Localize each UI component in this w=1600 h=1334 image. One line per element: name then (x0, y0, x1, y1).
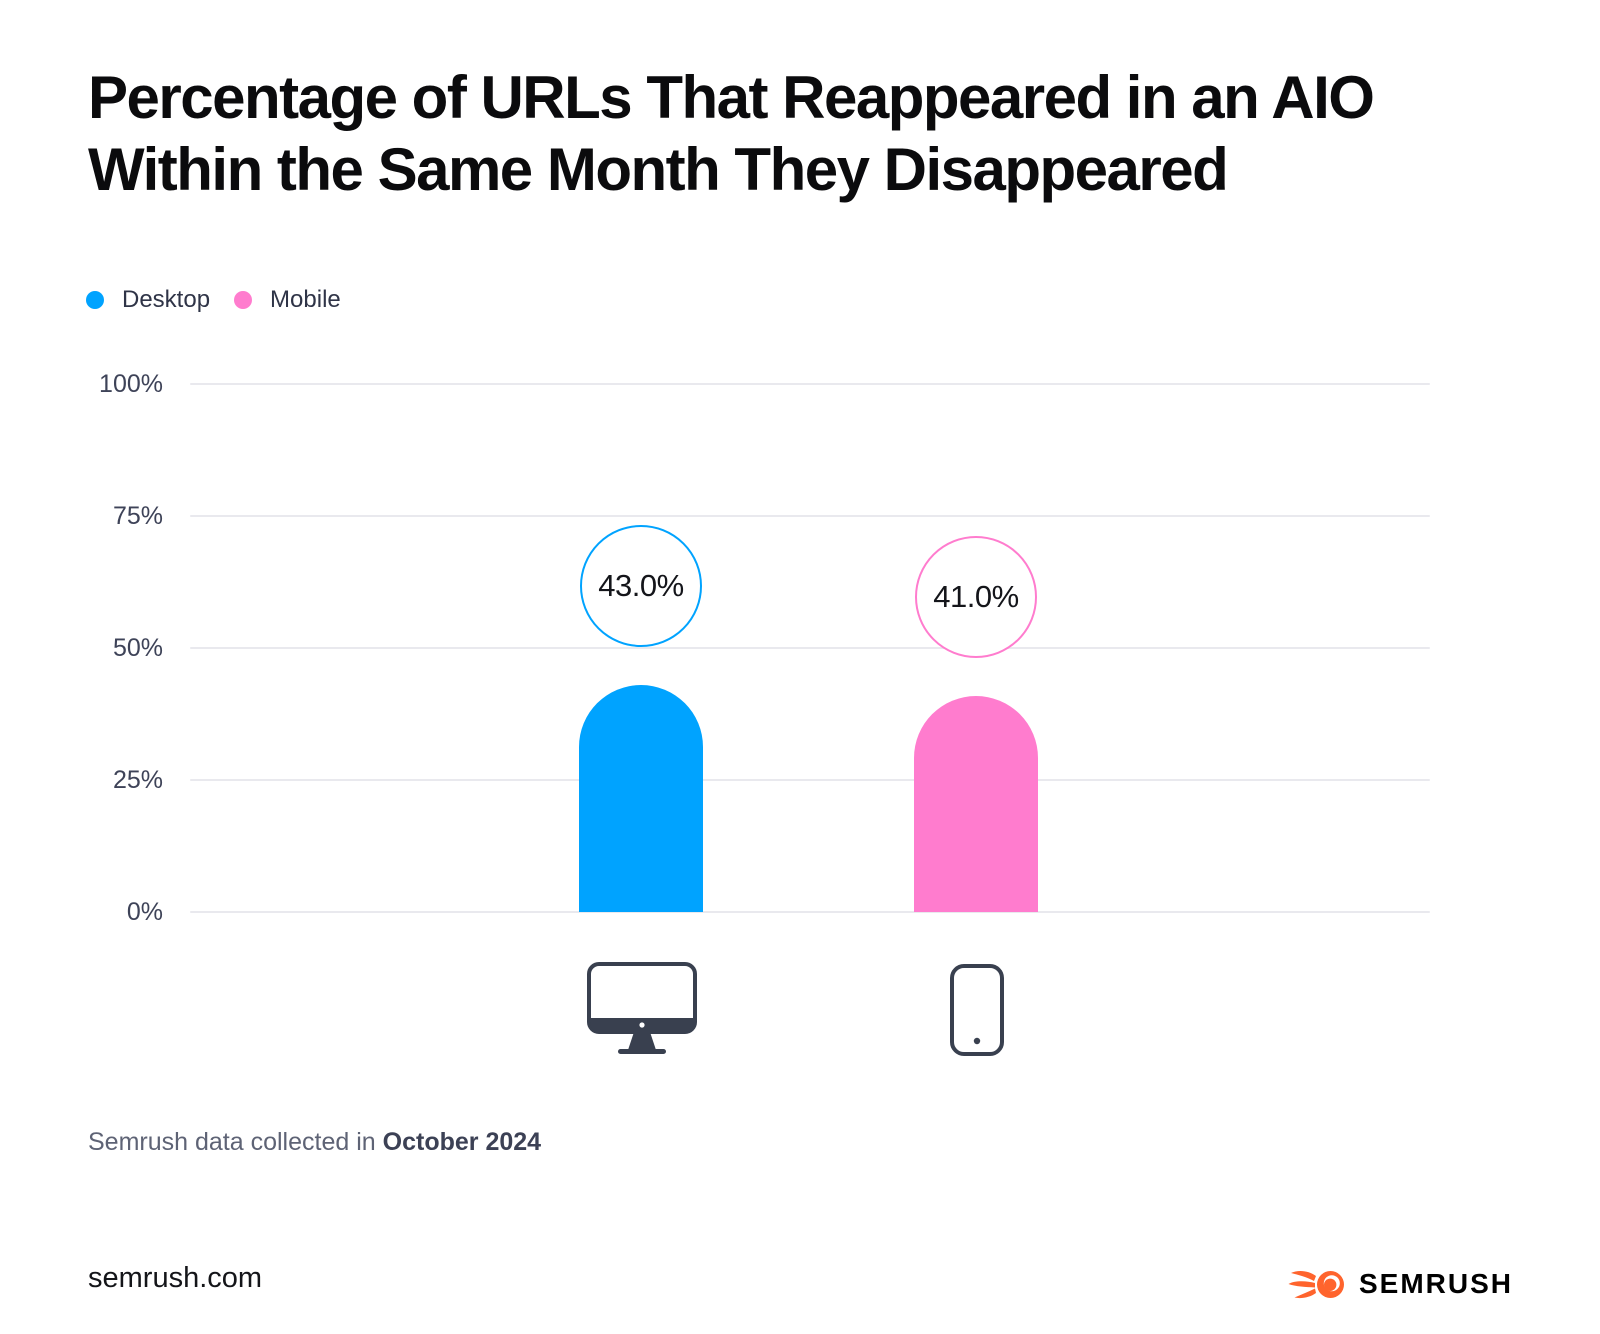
bar-mobile (914, 695, 1038, 912)
semrush-wordmark: SEMRUSH (1359, 1268, 1514, 1299)
value-label-mobile: 41.0% (933, 578, 1019, 614)
legend-label-desktop: Desktop (122, 286, 211, 313)
y-axis-tick-label: 25% (112, 766, 163, 794)
value-label-desktop: 43.0% (598, 567, 684, 603)
chart-title: Percentage of URLs That Reappeared in an… (88, 64, 1375, 203)
value-badge-mobile: 41.0% (915, 535, 1037, 658)
gridline (190, 911, 1430, 913)
desktop-monitor-icon (587, 962, 697, 1061)
mobile-legend-dot-icon (234, 291, 253, 309)
y-axis-tick-label: 50% (112, 634, 163, 662)
y-axis-tick-label: 75% (112, 502, 163, 530)
value-badge-desktop: 43.0% (580, 524, 702, 647)
gridline (190, 383, 1430, 385)
gridline (190, 515, 1430, 517)
y-axis-tick-label: 0% (126, 898, 163, 926)
bar-desktop (579, 684, 703, 912)
semrush-logo: SEMRUSH (1288, 1268, 1513, 1300)
gridline (190, 647, 1430, 649)
semrush-flame-icon (1288, 1270, 1344, 1298)
note-date: October 2024 (382, 1128, 542, 1156)
legend-label-mobile: Mobile (270, 286, 341, 313)
legend-item-mobile: Mobile (234, 286, 341, 314)
desktop-legend-dot-icon (86, 291, 104, 309)
legend-item-desktop: Desktop (86, 286, 210, 314)
legend: Desktop Mobile (86, 286, 341, 314)
gridline (190, 779, 1430, 781)
mobile-phone-icon (950, 964, 1004, 1061)
note-prefix: Semrush data collected in (88, 1128, 376, 1156)
website-url: semrush.com (88, 1262, 263, 1294)
y-axis-tick-label: 100% (99, 370, 163, 398)
data-source-note: Semrush data collected in October 2024 (88, 1128, 541, 1157)
